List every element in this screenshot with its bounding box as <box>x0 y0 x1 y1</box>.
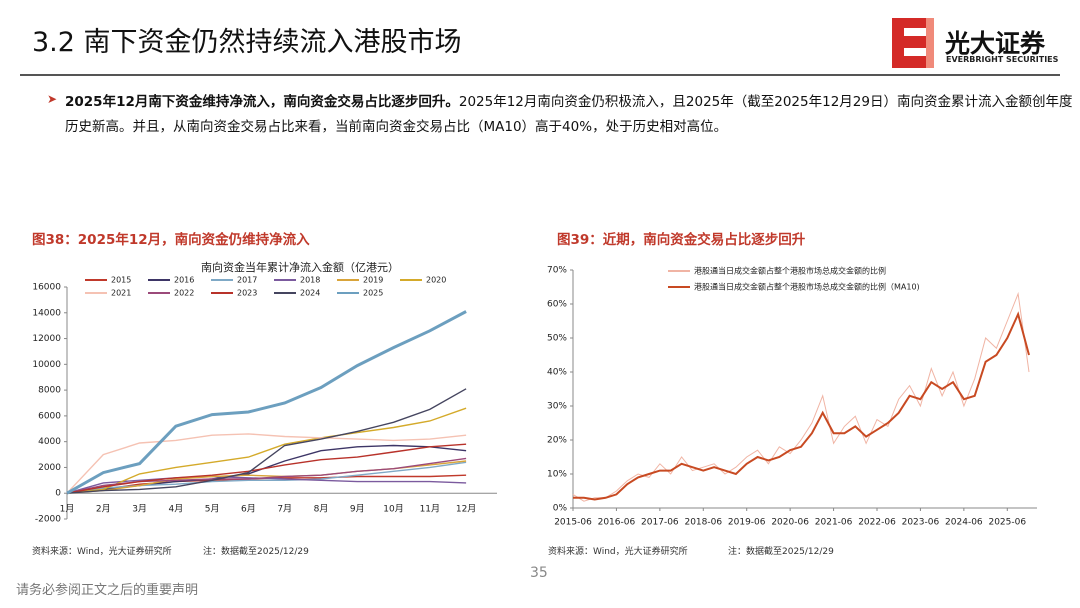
y-tick-label: 0% <box>553 504 568 514</box>
x-tick-label: 2023-06 <box>902 518 940 528</box>
x-tick-label: 2015-06 <box>554 518 592 528</box>
x-tick-label: 11月 <box>420 504 440 515</box>
x-tick-label: 2017-06 <box>641 518 679 528</box>
x-tick-label: 2022-06 <box>858 518 896 528</box>
x-tick-label: 9月 <box>350 504 365 515</box>
legend-label: 2016 <box>174 276 194 285</box>
legend-label: 2024 <box>300 289 320 298</box>
x-tick-label: 6月 <box>241 504 256 515</box>
x-tick-label: 5月 <box>205 504 220 515</box>
legend-label: 2025 <box>363 289 383 298</box>
bullet-icon: ➤ <box>47 92 58 106</box>
figure-label: 图39：近期，南向资金交易占比逐步回升 <box>557 232 806 248</box>
logo-cn: 光大证券 <box>945 29 1046 58</box>
x-tick-label: 2020-06 <box>771 518 809 528</box>
y-tick-label: 70% <box>547 266 567 276</box>
y-tick-label: 60% <box>547 300 567 310</box>
source: 资料来源：Wind，光大证券研究所 <box>32 547 172 557</box>
disclaimer: 请务必参阅正文之后的重要声明 <box>16 583 199 598</box>
x-tick-label: 2016-06 <box>598 518 636 528</box>
y-tick-label: 0 <box>55 489 61 499</box>
chart-title: 南向资金当年累计净流入金额（亿港元） <box>201 260 399 274</box>
x-tick-label: 10月 <box>383 504 403 515</box>
bullet-bold: 2025年12月南下资金维持净流入，南向资金交易占比逐步回升。 <box>65 94 459 110</box>
y-tick-label: 4000 <box>38 437 61 447</box>
line <box>573 311 1030 501</box>
y-tick-label: 8000 <box>38 386 61 396</box>
line <box>66 310 467 495</box>
y-tick-label: 10% <box>547 470 567 480</box>
x-tick-label: 2018-06 <box>684 518 722 528</box>
legend-label: 港股通当日成交金额占整个港股市场总成交金额的比例（MA10) <box>694 282 920 292</box>
header-rule <box>20 74 1060 76</box>
note: 注：数据截至2025/12/29 <box>203 547 309 557</box>
y-tick-label: 12000 <box>32 334 61 344</box>
source: 资料来源：Wind，光大证券研究所 <box>548 547 688 557</box>
legend-label: 2022 <box>174 289 194 298</box>
legend-label: 港股通当日成交金额占整个港股市场总成交金额的比例 <box>694 266 886 276</box>
legend-label: 2018 <box>300 276 320 285</box>
x-tick-label: 7月 <box>277 504 292 515</box>
y-tick-label: 10000 <box>32 360 61 370</box>
line <box>572 291 1030 502</box>
y-tick-label: 6000 <box>38 411 61 421</box>
y-tick-label: 2000 <box>38 463 61 473</box>
y-tick-label: 16000 <box>32 283 61 293</box>
line <box>66 443 467 494</box>
y-tick-label: -2000 <box>35 515 61 525</box>
line <box>66 388 467 494</box>
legend-label: 2017 <box>237 276 257 285</box>
x-tick-label: 3月 <box>132 504 147 515</box>
x-tick-label: 12月 <box>456 504 476 515</box>
page-number: 35 <box>530 565 548 581</box>
legend-label: 2020 <box>426 276 446 285</box>
bullet: 2025年12月南下资金维持净流入，南向资金交易占比逐步回升。2025年12月南… <box>65 90 1075 140</box>
legend-label: 2023 <box>237 289 257 298</box>
legend-label: 2021 <box>111 289 131 298</box>
y-tick-label: 14000 <box>32 308 61 318</box>
line <box>66 433 467 494</box>
bullet-text: 2025年12月南向资金仍积极流入，且2025年（截至2025年12月29日）南… <box>65 94 1073 135</box>
x-tick-label: 2019-06 <box>728 518 766 528</box>
y-tick-label: 30% <box>547 402 567 412</box>
y-tick-label: 40% <box>547 368 567 378</box>
x-tick-label: 2月 <box>96 504 111 515</box>
y-tick-label: 50% <box>547 334 567 344</box>
legend-label: 2015 <box>111 276 131 285</box>
title: 3.2 南下资金仍然持续流入港股市场 <box>32 27 462 58</box>
logo-en: EVERBRIGHT SECURITIES <box>946 55 1059 64</box>
x-tick-label: 1月 <box>60 504 75 515</box>
logo-icon <box>892 18 934 68</box>
x-tick-label: 2025-06 <box>988 518 1026 528</box>
line <box>66 407 467 494</box>
x-tick-label: 4月 <box>168 504 183 515</box>
x-tick-label: 2021-06 <box>815 518 853 528</box>
x-tick-label: 8月 <box>314 504 329 515</box>
legend-label: 2019 <box>363 276 383 285</box>
x-tick-label: 2024-06 <box>945 518 983 528</box>
figure-label: 图38：2025年12月，南向资金仍维持净流入 <box>32 232 310 248</box>
note: 注：数据截至2025/12/29 <box>728 547 834 557</box>
y-tick-label: 20% <box>547 436 567 446</box>
